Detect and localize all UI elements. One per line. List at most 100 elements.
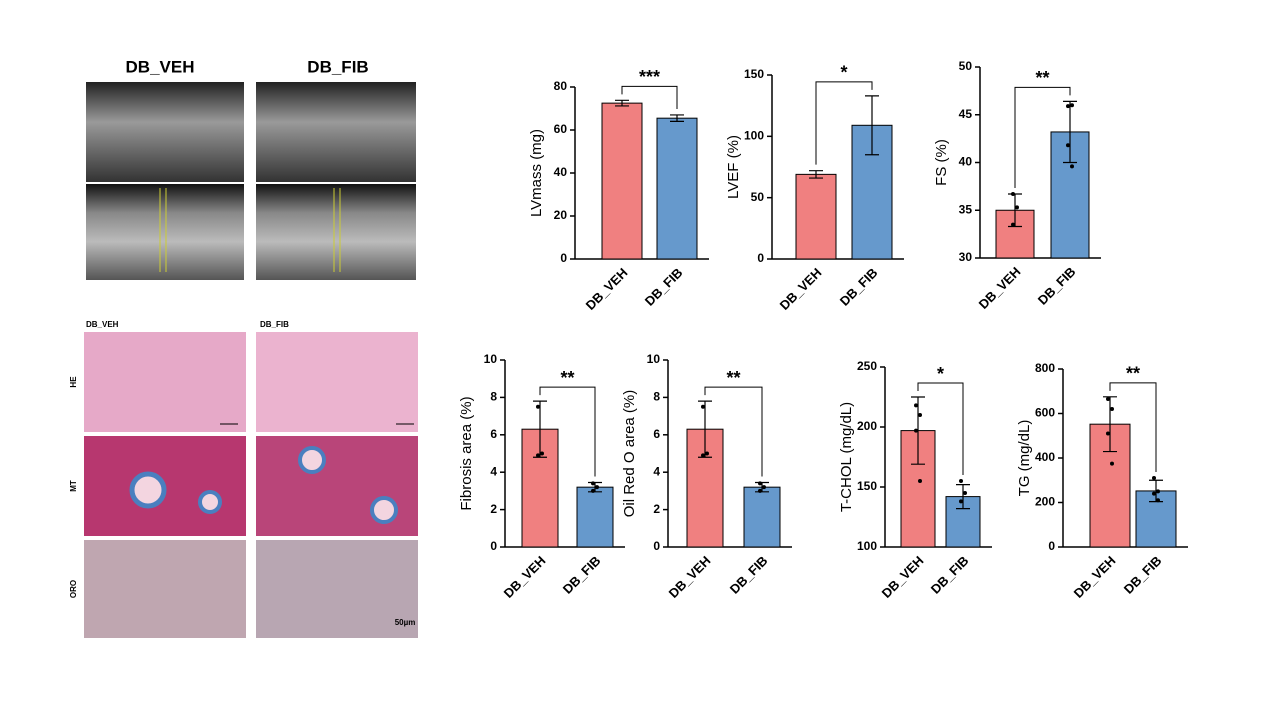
x-tick-label: DB_VEH bbox=[879, 553, 927, 601]
y-axis-label: FS (%) bbox=[933, 139, 950, 186]
x-tick-label: DB_VEH bbox=[666, 553, 714, 601]
significance-bracket bbox=[917, 382, 964, 475]
significance-label: ** bbox=[560, 368, 574, 388]
data-point bbox=[762, 485, 766, 490]
y-tick-label: 4 bbox=[653, 464, 660, 478]
vessel bbox=[298, 446, 326, 474]
echo-image bbox=[256, 82, 416, 182]
data-point bbox=[1152, 491, 1156, 496]
y-axis-label: LVEF (%) bbox=[725, 135, 742, 199]
data-point bbox=[540, 451, 544, 456]
y-tick-label: 0 bbox=[1048, 539, 1055, 553]
significance-bracket bbox=[539, 386, 596, 477]
data-point bbox=[959, 479, 963, 483]
y-tick-label: 150 bbox=[857, 479, 877, 493]
bar bbox=[656, 117, 698, 260]
error-bar bbox=[956, 484, 970, 510]
bar bbox=[1135, 490, 1177, 548]
y-tick-label: 0 bbox=[560, 251, 567, 265]
error-bar bbox=[670, 114, 684, 122]
data-point bbox=[591, 488, 595, 493]
data-point bbox=[1015, 205, 1019, 210]
y-tick-label: 100 bbox=[857, 539, 877, 553]
significance-label: * bbox=[840, 63, 847, 83]
oro-image bbox=[256, 540, 418, 638]
data-point bbox=[918, 413, 922, 417]
error-bar bbox=[1149, 479, 1163, 503]
y-axis-label: T-CHOL (mg/dL) bbox=[838, 402, 855, 512]
x-tick-label: DB_FIB bbox=[727, 553, 771, 597]
y-tick-label: 100 bbox=[744, 129, 764, 143]
data-point bbox=[1156, 498, 1160, 503]
error-bar bbox=[1063, 100, 1077, 164]
significance-bracket bbox=[704, 386, 763, 477]
data-point bbox=[536, 453, 540, 458]
data-point bbox=[1152, 476, 1156, 481]
y-tick-label: 250 bbox=[857, 359, 877, 373]
significance-label: *** bbox=[639, 67, 660, 87]
y-tick-label: 0 bbox=[490, 539, 497, 553]
x-tick-label: DB_VEH bbox=[1071, 553, 1119, 601]
x-tick-label: DB_FIB bbox=[560, 553, 604, 597]
y-tick-label: 4 bbox=[490, 464, 497, 478]
bar bbox=[795, 173, 837, 260]
row-label: ORO bbox=[69, 580, 78, 598]
y-tick-label: 0 bbox=[757, 251, 764, 265]
x-tick-label: DB_FIB bbox=[837, 265, 881, 309]
data-point bbox=[595, 485, 599, 490]
y-tick-label: 6 bbox=[490, 427, 497, 441]
mt-image bbox=[256, 436, 418, 536]
data-point bbox=[1011, 222, 1015, 227]
data-point bbox=[591, 481, 595, 486]
y-tick-label: 80 bbox=[554, 79, 568, 93]
data-point bbox=[1070, 164, 1074, 169]
data-point bbox=[701, 453, 705, 458]
y-tick-label: 2 bbox=[490, 502, 497, 516]
data-point bbox=[959, 499, 963, 504]
significance-label: ** bbox=[726, 368, 740, 388]
y-tick-label: 6 bbox=[653, 427, 660, 441]
y-tick-label: 8 bbox=[653, 390, 660, 404]
he-image bbox=[84, 332, 246, 432]
data-point bbox=[914, 403, 918, 408]
x-tick-label: DB_FIB bbox=[1035, 264, 1079, 308]
x-tick-label: DB_VEH bbox=[777, 265, 825, 313]
x-tick-label: DB_VEH bbox=[583, 265, 631, 313]
y-tick-label: 50 bbox=[751, 190, 765, 204]
significance-bracket bbox=[1014, 86, 1071, 189]
data-point bbox=[914, 428, 918, 433]
data-point bbox=[701, 404, 705, 409]
bar bbox=[743, 486, 781, 548]
vessel bbox=[370, 496, 398, 524]
y-tick-label: 2 bbox=[653, 502, 660, 516]
bar bbox=[601, 102, 643, 260]
data-point bbox=[705, 451, 709, 456]
he-image bbox=[256, 332, 418, 432]
significance-label: ** bbox=[1126, 364, 1140, 384]
data-point bbox=[1106, 397, 1110, 402]
vessel bbox=[129, 471, 167, 509]
significance-label: * bbox=[937, 364, 944, 384]
y-axis-label: Oil Red O area (%) bbox=[621, 390, 638, 518]
data-point bbox=[1066, 143, 1070, 148]
oro-image bbox=[84, 540, 246, 638]
data-point bbox=[1106, 431, 1110, 436]
vessel bbox=[198, 490, 222, 514]
y-axis-label: TG (mg/dL) bbox=[1016, 420, 1033, 497]
y-tick-label: 60 bbox=[554, 122, 568, 136]
significance-bracket bbox=[815, 81, 873, 165]
y-axis-label: LVmass (mg) bbox=[528, 129, 545, 217]
x-tick-label: DB_VEH bbox=[976, 264, 1024, 312]
histo-title: DB_VEH bbox=[86, 320, 119, 329]
y-tick-label: 40 bbox=[554, 165, 568, 179]
data-point bbox=[758, 481, 762, 486]
scale-bar-label: 50µm bbox=[395, 618, 416, 627]
y-tick-label: 10 bbox=[647, 352, 661, 366]
x-tick-label: DB_FIB bbox=[928, 553, 972, 597]
y-tick-label: 30 bbox=[959, 250, 973, 264]
y-tick-label: 35 bbox=[959, 202, 973, 216]
y-tick-label: 50 bbox=[959, 59, 973, 73]
x-tick-label: DB_FIB bbox=[1121, 553, 1165, 597]
histo-title: DB_FIB bbox=[260, 320, 289, 329]
